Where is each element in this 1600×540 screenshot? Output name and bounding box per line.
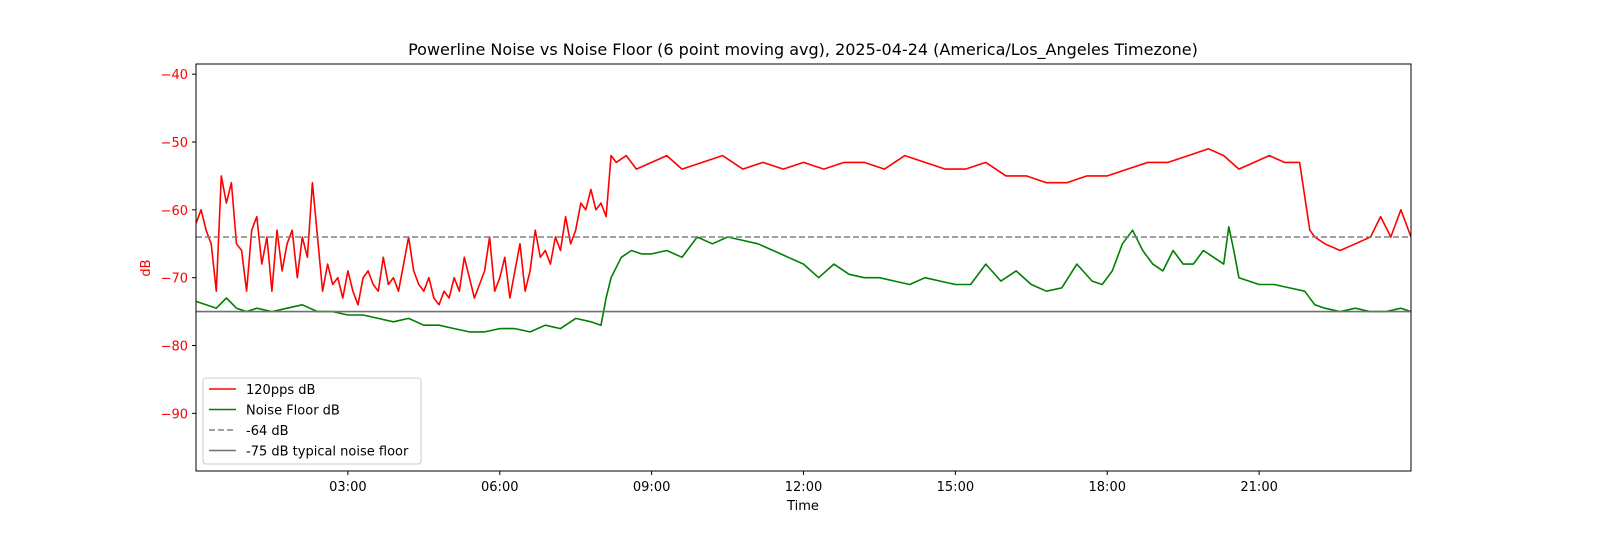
series-line-0 [196,148,1411,306]
legend-label-3: -75 dB typical noise floor [246,445,409,460]
legend: 120pps dB Noise Floor dB -64 dB -75 dB typi… [202,377,422,465]
x-tick-label: 12:00 [785,480,822,495]
y-tick-label: −40 [161,68,188,83]
y-tick-label: −70 [161,272,188,287]
y-tick-label: −90 [161,407,188,422]
x-tick-label: 06:00 [481,480,518,495]
y-tick-label: −80 [161,340,188,355]
x-tick-label: 18:00 [1089,480,1126,495]
x-tick-label: 03:00 [329,480,366,495]
chart-title: Powerline Noise vs Noise Floor (6 point … [408,40,1198,60]
legend-box [202,377,422,465]
legend-label-1: Noise Floor dB [246,404,340,419]
legend-label-0: 120pps dB [246,383,315,398]
legend-label-2: -64 dB [246,424,289,439]
y-axis: −40 −50 −60 −70 −80 −90 [161,68,196,422]
series-layer [196,148,1411,333]
x-axis-label: Time [786,499,819,514]
y-tick-label: −50 [161,136,188,151]
y-axis-label: dB [139,259,154,276]
series-line-1 [196,226,1411,333]
x-tick-label: 15:00 [937,480,974,495]
y-tick-label: −60 [161,204,188,219]
x-tick-label: 09:00 [633,480,670,495]
x-tick-label: 21:00 [1240,480,1277,495]
x-axis: 03:00 06:00 09:00 12:00 15:00 18:00 21:00 [329,471,1278,495]
